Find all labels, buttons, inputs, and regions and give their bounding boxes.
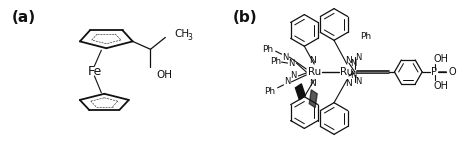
Text: N: N: [288, 59, 295, 68]
Text: N: N: [290, 71, 297, 81]
Text: Fe: Fe: [87, 64, 101, 78]
Text: N: N: [350, 71, 356, 81]
Text: Ph: Ph: [360, 32, 371, 41]
Text: N: N: [356, 77, 362, 86]
Text: (b): (b): [233, 10, 258, 25]
Polygon shape: [295, 84, 305, 100]
Text: N: N: [346, 79, 352, 88]
Text: N: N: [309, 56, 316, 65]
Text: Ph: Ph: [262, 45, 273, 54]
Text: N: N: [350, 59, 356, 68]
Text: O: O: [449, 67, 456, 77]
Text: N: N: [284, 77, 291, 86]
Text: CH: CH: [174, 29, 190, 39]
Text: N: N: [346, 56, 352, 65]
Text: Ru: Ru: [340, 67, 354, 77]
Text: Ph: Ph: [264, 87, 275, 96]
Text: N: N: [309, 79, 316, 88]
Text: Ru: Ru: [308, 67, 321, 77]
Text: N: N: [356, 53, 362, 62]
Text: Ph: Ph: [270, 57, 281, 66]
Text: OH: OH: [433, 81, 448, 91]
Text: OH: OH: [433, 54, 448, 64]
Text: (a): (a): [12, 10, 36, 25]
Text: OH: OH: [156, 70, 173, 80]
Text: N: N: [283, 53, 289, 62]
Polygon shape: [310, 90, 317, 108]
Text: 3: 3: [187, 33, 192, 42]
Text: P: P: [431, 67, 437, 77]
